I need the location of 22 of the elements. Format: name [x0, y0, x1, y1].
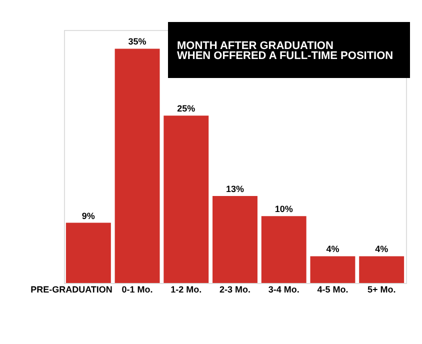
x-tick-label: 4-5 Mo.	[317, 284, 348, 294]
data-label: 13%	[226, 184, 244, 194]
bar	[66, 222, 111, 283]
bar	[114, 48, 160, 283]
bar	[212, 196, 258, 283]
bar	[359, 256, 404, 283]
data-label: 4%	[326, 244, 340, 254]
data-label: 9%	[82, 210, 95, 221]
data-label: 10%	[274, 204, 293, 214]
data-label: 25%	[177, 104, 196, 114]
x-tick-label: 2-3 Mo.	[219, 284, 251, 294]
x-tick-label: 3-4 Mo.	[268, 284, 300, 294]
x-tick-label: 0-1 Mo.	[122, 284, 153, 294]
bar	[261, 216, 306, 283]
x-tick-label: 5+ Mo.	[367, 284, 396, 294]
bar	[164, 116, 209, 283]
x-tick-label: 1-2 Mo.	[170, 284, 202, 294]
chart-title: MONTH AFTER GRADUATION WHEN OFFERED A FULL-TIME POSITION	[177, 40, 394, 62]
data-label: 4%	[375, 244, 388, 254]
x-tick-label: PRE-GRADUATION	[30, 284, 112, 294]
data-label: 35%	[128, 36, 146, 47]
bar	[310, 256, 356, 283]
